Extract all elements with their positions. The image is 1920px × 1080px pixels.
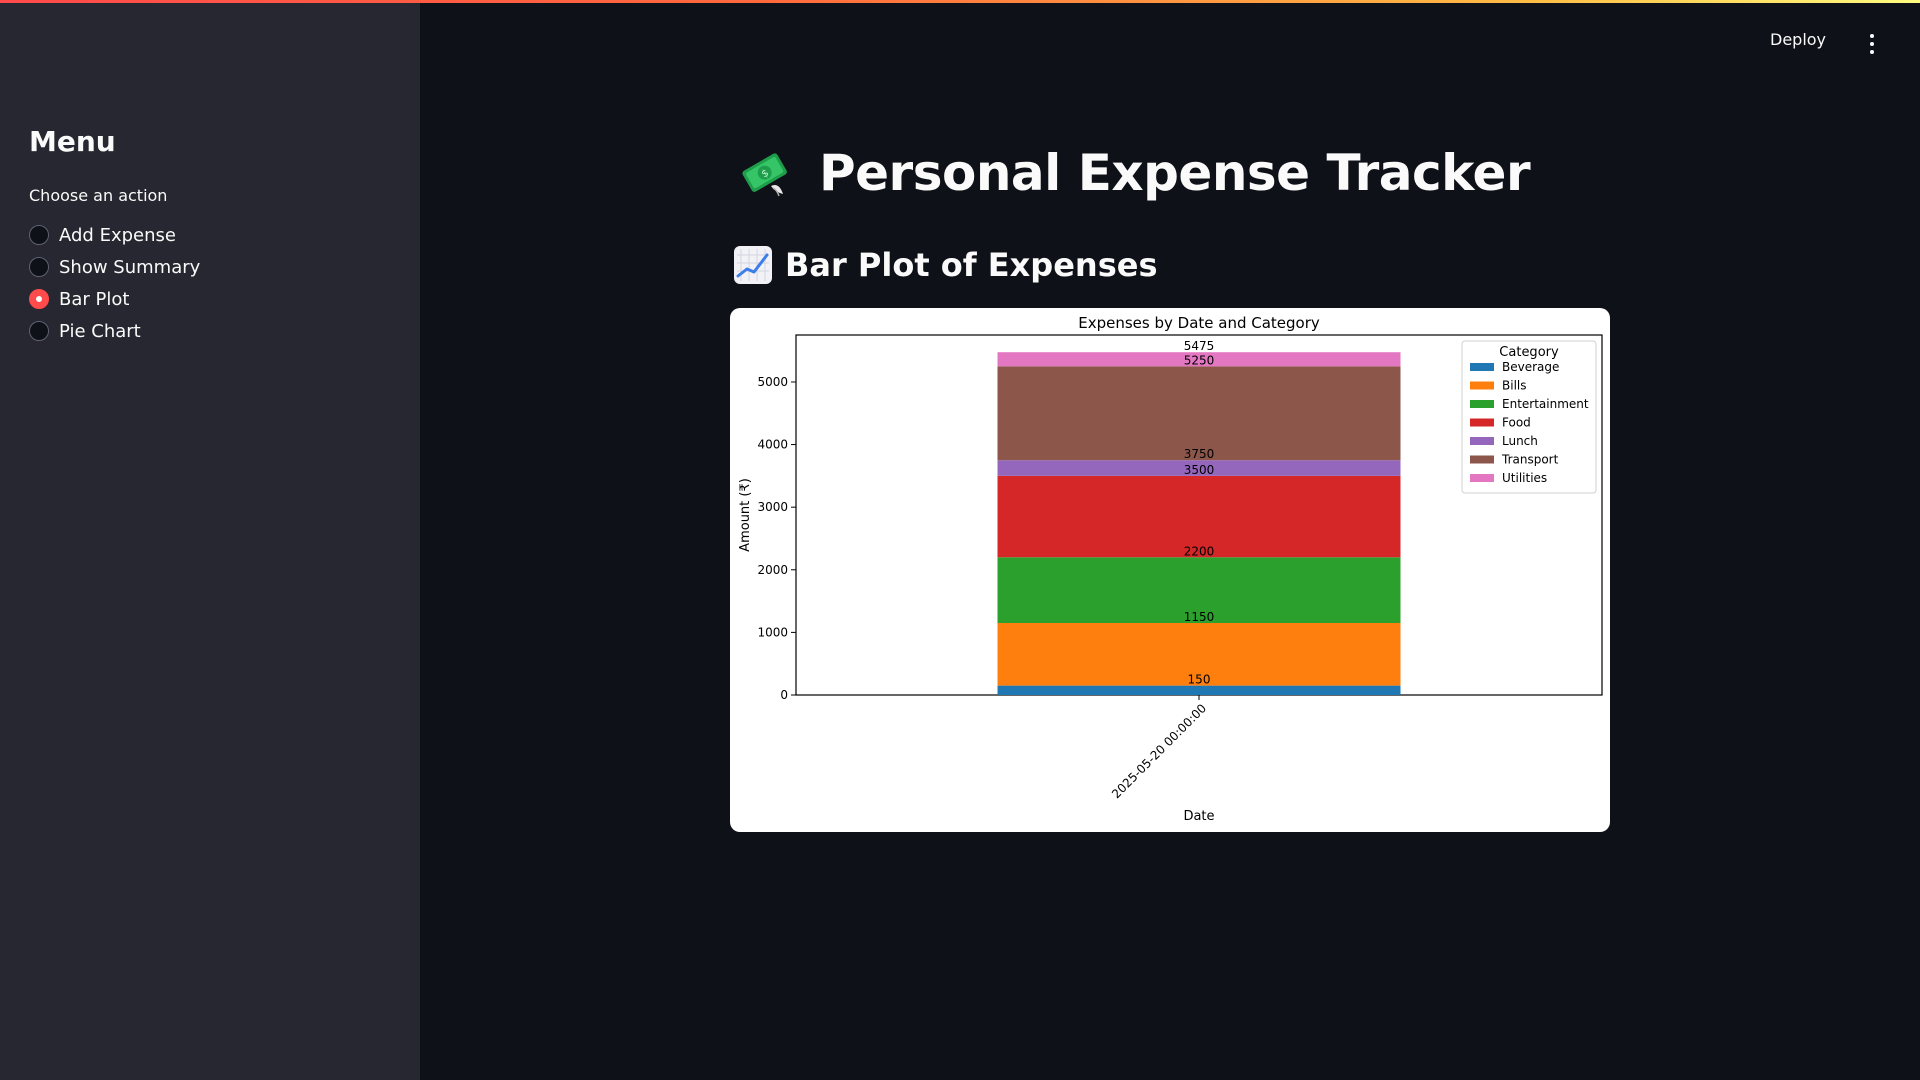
app-loading-stripe	[0, 0, 1920, 3]
radio-button-icon[interactable]	[29, 321, 49, 341]
y-tick-label: 2000	[757, 563, 788, 577]
subheader-title: Bar Plot of Expenses	[785, 246, 1158, 284]
legend-label: Utilities	[1502, 471, 1547, 485]
y-tick-label: 4000	[757, 438, 788, 452]
legend-swatch	[1470, 381, 1494, 390]
bar-segment-utilities	[997, 352, 1401, 367]
bar-segment-beverage	[997, 685, 1401, 695]
radio-option-add-expense[interactable]: Add Expense	[29, 219, 200, 251]
radio-label: Show Summary	[59, 256, 201, 278]
bars-layer	[997, 352, 1401, 695]
app-title: Personal Expense Tracker	[819, 144, 1531, 202]
data-label: 2200	[1184, 544, 1215, 558]
legend-swatch	[1470, 455, 1494, 464]
legend-label: Beverage	[1502, 360, 1559, 374]
radio-button-checked-icon[interactable]	[29, 289, 49, 309]
chart-legend: Category Beverage Bills Entertainment Food L…	[1461, 340, 1597, 494]
radio-label: Bar Plot	[59, 288, 130, 310]
legend-frame	[1461, 340, 1597, 494]
x-axis-label: Date	[1183, 809, 1214, 824]
vertical-ellipsis-icon[interactable]	[1866, 33, 1878, 55]
y-tick-label: 3000	[757, 500, 788, 514]
radio-button-icon[interactable]	[29, 257, 49, 277]
legend-swatch	[1470, 474, 1494, 482]
stacked-bar-chart: Expenses by Date and Category 0 1000 2000 3…	[738, 314, 1603, 824]
data-label: 5475	[1184, 339, 1215, 353]
deploy-button[interactable]: Deploy	[1770, 30, 1827, 49]
data-label: 150	[1188, 673, 1211, 687]
radio-option-pie-chart[interactable]: Pie Chart	[29, 315, 200, 347]
legend-label: Transport	[1501, 453, 1559, 467]
bar-segment-transport	[997, 366, 1401, 461]
legend-label: Bills	[1502, 379, 1527, 393]
x-tick-label: 2025-05-20 00:00:00	[1109, 701, 1209, 801]
radio-button-icon[interactable]	[29, 225, 49, 245]
bar-segment-food	[997, 475, 1401, 558]
data-label: 5250	[1184, 353, 1215, 367]
sidebar-title: Menu	[29, 125, 116, 158]
data-label: 3750	[1184, 447, 1215, 461]
action-radio-group: Add Expense Show Summary Bar Plot Pie Ch…	[29, 219, 200, 347]
radio-caption: Choose an action	[29, 186, 168, 205]
legend-title: Category	[1499, 345, 1559, 360]
legend-label: Lunch	[1502, 434, 1538, 448]
legend-label: Food	[1502, 416, 1531, 430]
bar-segment-bills	[997, 623, 1401, 686]
money-with-wings-icon: $	[742, 153, 787, 197]
section-header: Bar Plot of Expenses	[733, 245, 1157, 285]
y-tick-label: 1000	[757, 625, 788, 639]
data-label: 1150	[1184, 610, 1215, 624]
radio-label: Pie Chart	[59, 320, 141, 342]
legend-label: Entertainment	[1502, 397, 1589, 411]
y-tick-label: 0	[780, 688, 788, 702]
radio-label: Add Expense	[59, 224, 176, 246]
page-title: $ Personal Expense Tracker	[735, 142, 1531, 204]
legend-swatch	[1470, 418, 1494, 427]
legend-swatch	[1470, 363, 1494, 371]
bar-segment-entertainment	[997, 557, 1401, 623]
y-tick-label: 5000	[757, 375, 788, 389]
y-axis-label: Amount (₹)	[738, 478, 753, 552]
legend-swatch	[1470, 437, 1494, 445]
data-label: 3500	[1184, 463, 1215, 477]
bar-segment-lunch	[997, 460, 1401, 476]
legend-swatch	[1470, 400, 1494, 408]
svg-text:$: $	[760, 168, 771, 181]
radio-option-show-summary[interactable]: Show Summary	[29, 251, 200, 283]
chart-increasing-icon	[734, 246, 772, 284]
chart-title: Expenses by Date and Category	[1078, 314, 1320, 332]
sidebar: Menu Choose an action Add Expense Show S…	[0, 0, 420, 1080]
radio-option-bar-plot[interactable]: Bar Plot	[29, 283, 200, 315]
bar-chart-card: Expenses by Date and Category 0 1000 2000 3…	[730, 308, 1610, 832]
